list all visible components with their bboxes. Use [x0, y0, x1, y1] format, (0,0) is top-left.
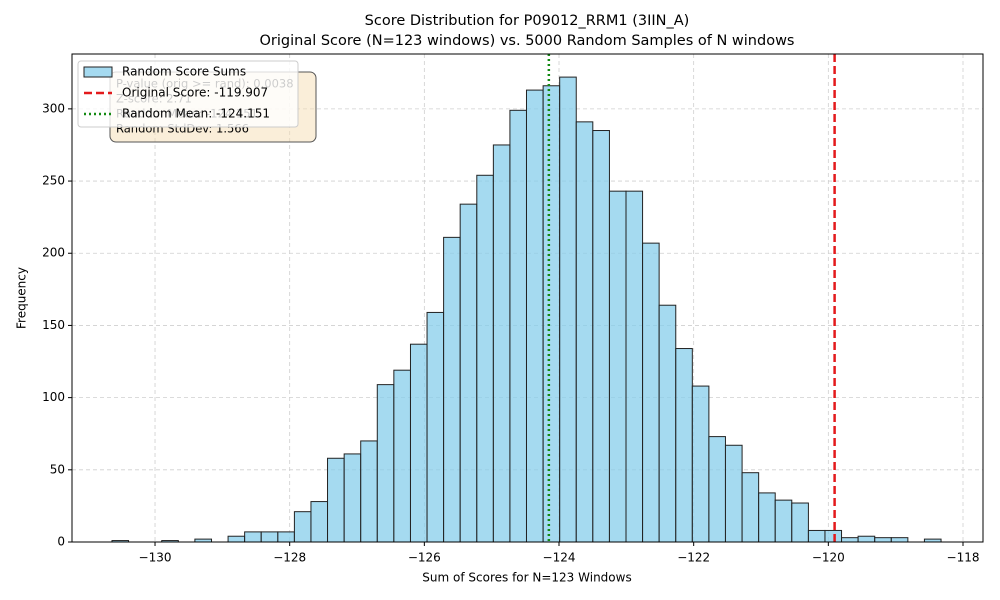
y-tick-label: 50: [50, 462, 65, 476]
x-tick-label: −130: [139, 551, 172, 565]
legend-label: Random Score Sums: [122, 65, 246, 79]
bar: [376, 384, 395, 543]
chart-subtitle: Original Score (N=123 windows) vs. 5000 …: [260, 33, 795, 49]
x-axis-label: Sum of Scores for N=123 Windows: [422, 571, 631, 585]
bar: [874, 537, 892, 543]
y-tick-label: 250: [42, 174, 65, 188]
x-tick-label: −122: [677, 551, 710, 565]
bar: [277, 531, 295, 543]
y-tick-label: 200: [42, 246, 65, 260]
bar: [525, 89, 544, 543]
chart-title: Score Distribution for P09012_RRM1 (3IIN…: [365, 13, 690, 29]
y-tick-label: 0: [57, 535, 65, 549]
bar: [675, 348, 693, 543]
bar: [409, 343, 428, 543]
bar: [443, 236, 461, 543]
bar: [393, 369, 411, 543]
bar: [841, 537, 859, 543]
bar: [724, 444, 743, 543]
y-tick-label: 100: [42, 390, 65, 404]
bar: [360, 440, 378, 543]
bar: [691, 385, 710, 543]
legend-label: Random Mean: -124.151: [122, 107, 270, 121]
bar: [244, 531, 262, 543]
bar: [824, 529, 843, 543]
bar: [857, 535, 876, 543]
bar: [658, 304, 677, 543]
bar: [426, 311, 445, 543]
axes-frame: [71, 53, 984, 543]
x-tick-label: −128: [273, 551, 306, 565]
bar: [642, 242, 660, 543]
bar: [608, 190, 627, 543]
bar: [774, 499, 793, 543]
legend-label: Original Score: -119.907: [122, 86, 268, 100]
x-tick-label: −126: [408, 551, 441, 565]
legend-swatch: [83, 66, 113, 78]
bar: [559, 76, 577, 543]
bar: [327, 457, 345, 543]
bar: [890, 537, 909, 543]
y-tick-label: 150: [42, 318, 65, 332]
bar: [807, 529, 826, 543]
bar: [542, 85, 561, 543]
bar: [343, 453, 362, 543]
y-tick-label: 300: [42, 101, 65, 115]
bar: [492, 144, 511, 543]
bar: [625, 190, 644, 543]
bar: [459, 203, 478, 543]
bar: [741, 472, 760, 543]
y-axis-label: Frequency: [15, 267, 29, 329]
bar: [592, 130, 610, 543]
bar: [758, 492, 776, 543]
x-tick-label: −120: [812, 551, 845, 565]
bar: [708, 436, 726, 543]
bar: [791, 502, 809, 543]
x-tick-label: −118: [947, 551, 980, 565]
bar: [575, 121, 594, 543]
bar: [260, 531, 279, 543]
bar: [509, 109, 527, 543]
bar: [310, 501, 329, 543]
bar: [476, 174, 494, 543]
bar: [227, 535, 246, 543]
x-tick-label: −124: [543, 551, 576, 565]
legend-box: [77, 60, 299, 128]
bar: [293, 511, 312, 543]
